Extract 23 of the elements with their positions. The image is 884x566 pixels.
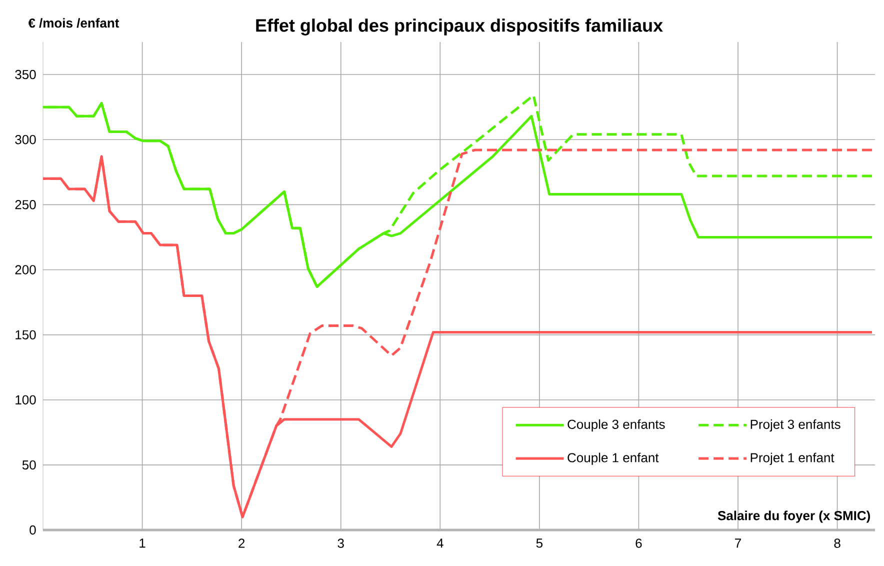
x-tick-label: 7 [735,538,741,548]
chart-title: Effet global des principaux dispositifs familiaux [256,18,663,36]
y-tick-label: 0 [30,525,36,535]
legend-label: Couple 3 enfants [568,419,665,432]
x-tick-label: 1 [140,538,146,548]
y-tick-label: 50 [22,460,36,470]
x-tick-label: 8 [834,538,840,548]
x-tick-label: 2 [238,538,245,548]
x-tick-label: 6 [636,538,642,548]
x-tick-label: 5 [536,538,542,548]
y-tick-label: 150 [16,330,36,340]
y-tick-label: 100 [16,395,36,404]
x-axis-title: Salaire du foyer (x SMIC) [718,510,870,523]
legend-label: Couple 1 enfant [568,452,659,465]
legend-label: Projet 3 enfants [750,419,840,432]
y-tick-label: 250 [15,200,36,210]
legend-label: Projet 1 enfant [750,452,834,465]
y-tick-label: 200 [15,265,36,274]
x-tick-label: 4 [436,538,444,548]
x-tick-label: 3 [338,538,344,548]
y-tick-label: 300 [15,134,36,144]
y-axis-title: € /mois /enfant [28,18,120,28]
y-tick-label: 350 [15,70,36,80]
